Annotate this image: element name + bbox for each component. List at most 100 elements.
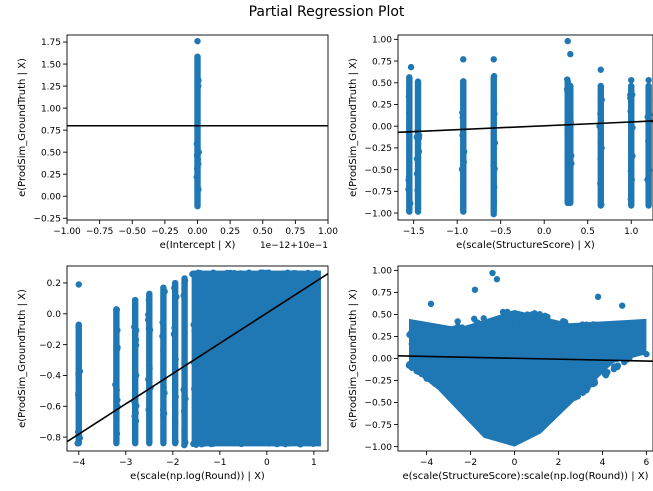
data-point [75,370,82,377]
x-tick-label: −4 [420,458,434,468]
data-point [172,438,179,445]
data-point [566,149,573,157]
data-point [173,293,180,301]
data-point [195,148,202,156]
outlier-point-7 [405,362,413,369]
data-point [475,413,483,420]
data-point [75,395,82,402]
data-point [644,113,651,121]
data-point [113,386,120,394]
data-point [191,385,198,393]
data-point [181,441,188,449]
data-point [132,341,140,349]
y-tick-label: 0.50 [41,148,61,158]
x-axis-label: e(scale(StructureScore):scale(np.log(Rou… [402,471,648,482]
data-point [229,439,237,447]
data-point [485,324,493,331]
data-point [193,165,201,172]
data-point [407,329,415,337]
data-point [629,91,636,98]
outlier-point-3 [490,56,497,63]
data-point [574,325,581,333]
data-point [113,306,120,313]
y-tick-label: 1.00 [41,104,61,114]
data-point [193,140,201,148]
data-point [470,409,478,416]
x-tick-label: 4 [600,458,606,468]
data-point [459,324,466,331]
data-point [602,331,610,338]
plot-area [398,269,653,447]
y-axis-label: e(ProdSim_GroundTruth | X) [17,58,28,197]
x-tick-label: −2 [166,458,179,468]
data-point [629,124,636,131]
data-point [491,110,498,118]
data-point [414,337,421,344]
data-point [112,381,119,388]
data-point [303,271,310,279]
data-point [207,272,215,280]
data-point [453,393,460,400]
data-point [405,186,412,193]
data-point [460,136,467,143]
figure-title: Partial Regression Plot [248,4,405,20]
data-point [551,334,559,342]
data-point [459,165,466,173]
data-point [602,337,609,345]
data-point [447,336,454,343]
dense-point-region [191,270,321,447]
y-tick-label: 0.75 [372,289,392,299]
x-tick-label: −1.5 [403,227,425,237]
data-point [460,78,467,85]
data-point [627,196,634,203]
x-tick-label: −1.0 [446,227,468,237]
plot-area [67,37,328,210]
data-point [459,114,466,121]
outlier-point-8 [643,350,650,358]
y-tick-label: 1.75 [41,38,61,48]
data-point [195,379,202,386]
data-point [460,184,467,192]
data-point [621,334,628,341]
data-point [113,345,121,353]
axes-frame [66,265,329,452]
data-point [597,180,604,187]
data-point [463,336,471,343]
outlier-point-6 [619,302,626,309]
data-point [578,386,586,394]
data-point [297,441,304,448]
outlier-point-3 [471,286,479,293]
data-point [598,96,605,104]
panel-4: −4 −2 0 2 4 6 −1.00 −0.75 −0.50 −0.25 0.00 0.25 0.50… [348,265,653,482]
data-point [464,324,472,332]
y-tick-label: −0.25 [364,377,392,387]
x-tick-label: 1.00 [318,227,338,237]
y-tick-label: 1.00 [372,36,392,46]
data-point [644,176,651,183]
x-tick-label: 0 [264,458,270,468]
y-tick-label: 0.50 [372,79,392,89]
x-axis-offset-label: 1e−12+10e−1 [260,241,328,251]
data-point [180,292,187,299]
data-point [541,413,549,420]
data-point [564,76,571,83]
data-point [437,340,444,347]
data-point [405,176,412,184]
data-point [418,330,425,338]
y-tick-label: −1.00 [364,209,392,219]
data-point [202,438,209,445]
data-point [132,336,140,344]
outlier-point-1 [194,37,201,45]
point-cluster-2 [414,78,422,215]
data-point [423,335,431,343]
data-point [74,440,81,447]
outlier-point-4 [427,300,435,308]
x-tick-label: −0.25 [151,227,179,237]
data-point [132,417,140,425]
outlier-point-1 [407,63,415,71]
data-point [172,356,179,363]
data-point [230,269,238,277]
point-cluster-8 [628,82,635,209]
data-point [460,148,468,156]
data-point [209,440,217,447]
